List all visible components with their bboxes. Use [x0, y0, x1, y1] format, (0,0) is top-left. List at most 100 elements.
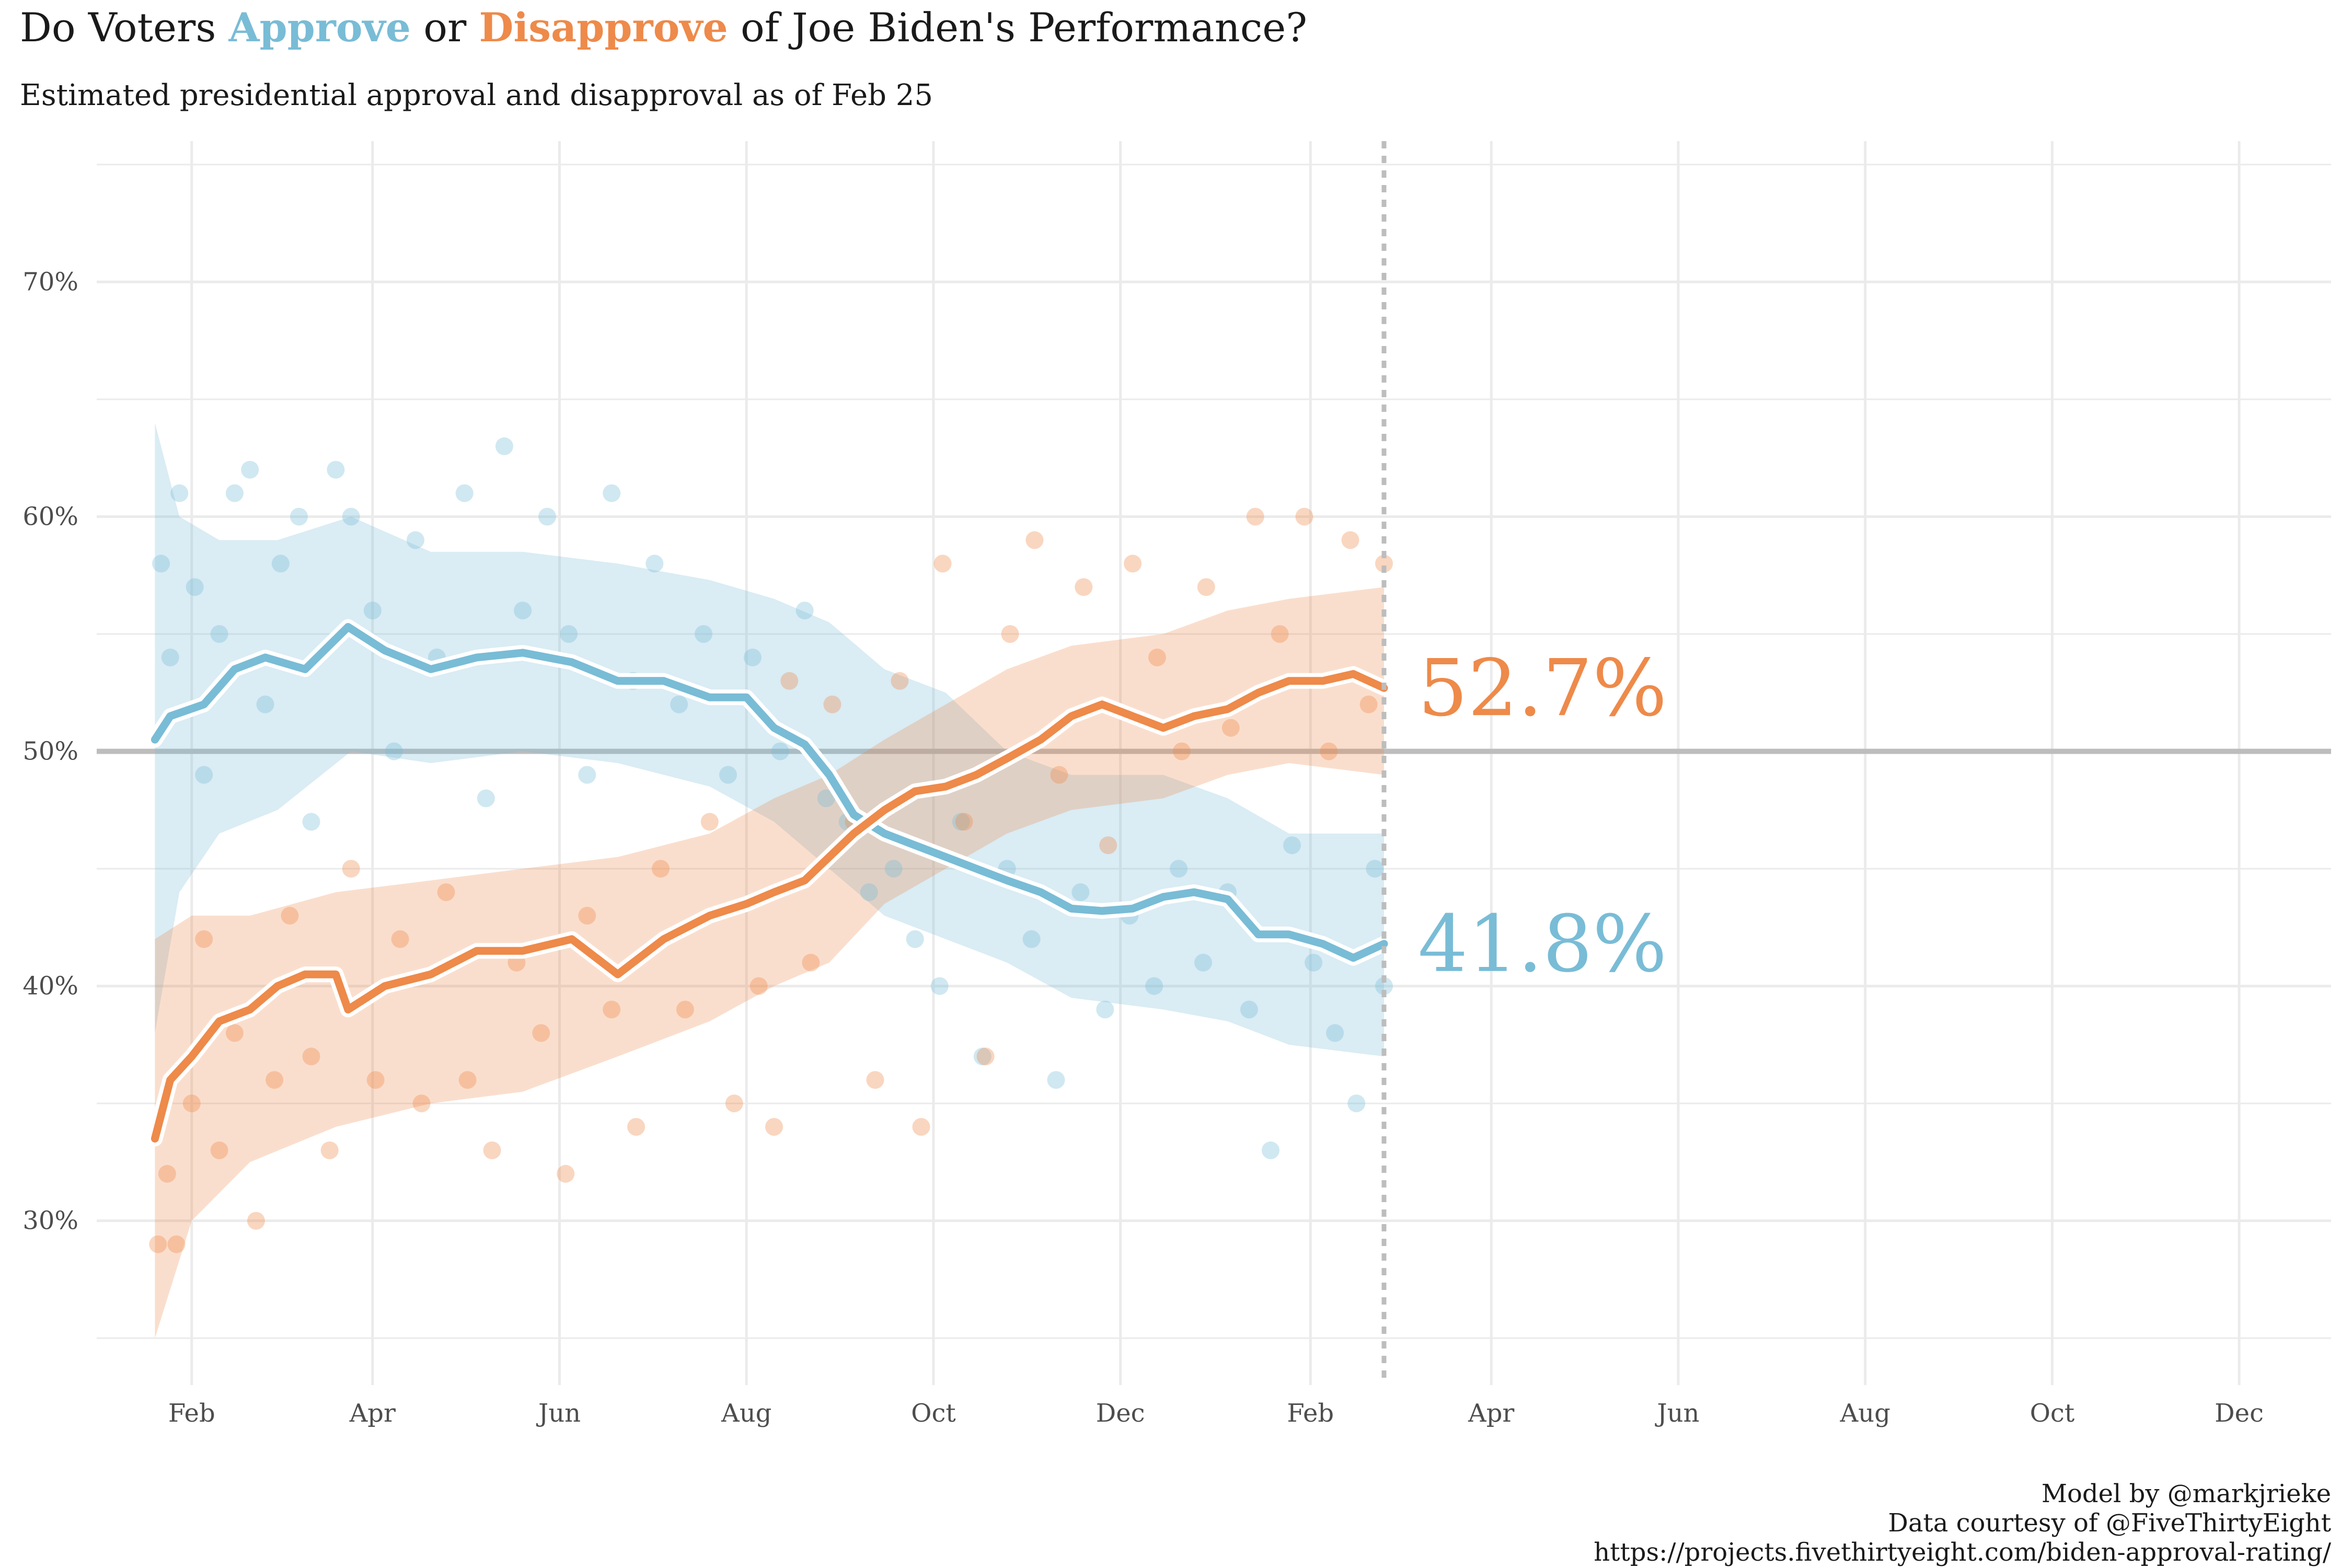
approve-poll-point [973, 1047, 991, 1066]
end-labels: 41.8% 52.7% [1418, 643, 1667, 989]
disapprove-poll-point [725, 1094, 743, 1113]
approve-poll-point [241, 460, 259, 479]
approve-poll-point [670, 695, 688, 713]
disapprove-end-label: 52.7% [1418, 643, 1667, 734]
approve-poll-point [719, 766, 737, 784]
disapprove-poll-point [603, 1000, 621, 1019]
disapprove-poll-point [182, 1094, 201, 1113]
approve-poll-point [152, 555, 170, 573]
disapprove-poll-point [1050, 766, 1068, 784]
approve-poll-point [455, 484, 474, 502]
approval-chart: 30% 40% 50% 60% 70% Feb Apr Jun Aug Oct Dec Feb Apr J… [22, 141, 2331, 1428]
disapprove-poll-point [823, 695, 841, 713]
disapprove-poll-point [1025, 531, 1044, 549]
approve-poll-point [1305, 953, 1323, 972]
disapprove-poll-point [412, 1094, 431, 1113]
disapprove-poll-point [266, 1071, 284, 1089]
axis-labels: 30% 40% 50% 60% 70% Feb Apr Jun Aug Oct Dec Feb Apr J… [22, 267, 2264, 1428]
disapprove-poll-point [652, 860, 670, 878]
x-tick-label: Jun [536, 1399, 581, 1428]
disapprove-poll-point [149, 1235, 167, 1253]
disapprove-poll-point [557, 1165, 575, 1183]
approve-poll-point [695, 625, 713, 643]
disapprove-poll-point [627, 1118, 645, 1136]
approve-poll-point [1145, 977, 1163, 995]
approve-poll-point [884, 860, 903, 878]
x-tick-label: Apr [1468, 1399, 1514, 1428]
disapprove-poll-point [1375, 555, 1393, 573]
disapprove-poll-point [912, 1118, 930, 1136]
title-disapprove-word: Disapprove [479, 4, 728, 51]
poll-points [149, 437, 1393, 1253]
approve-poll-point [538, 508, 556, 526]
minor-grid [97, 164, 2331, 1339]
disapprove-poll-point [437, 883, 455, 901]
approve-poll-point [906, 930, 924, 948]
disapprove-poll-point [780, 672, 799, 690]
approve-poll-point [817, 789, 835, 808]
approve-poll-point [406, 531, 424, 549]
approve-poll-point [342, 508, 360, 526]
disapprove-poll-point [1075, 578, 1093, 596]
disapprove-poll-point [158, 1165, 176, 1183]
approve-poll-point [495, 437, 513, 455]
approve-poll-point [771, 742, 789, 760]
y-tick-label: 70% [22, 267, 78, 296]
x-tick-label: Feb [1287, 1399, 1334, 1428]
approve-poll-point [1366, 860, 1384, 878]
approve-poll-point [1047, 1071, 1065, 1089]
disapprove-poll-point [578, 906, 596, 925]
interval-bands [155, 422, 1385, 1339]
disapprove-poll-point [302, 1047, 320, 1066]
approve-poll-point [514, 602, 532, 620]
x-tick-label: Feb [168, 1399, 215, 1428]
caption-data: Data courtesy of @FiveThirtyEight [1888, 1508, 2331, 1538]
disapprove-poll-point [391, 930, 409, 948]
x-tick-label: Apr [349, 1399, 396, 1428]
approve-poll-point [170, 484, 189, 502]
approve-poll-point [1096, 1000, 1114, 1019]
chart-title: Do Voters Approve or Disapprove of Joe B… [20, 4, 1307, 51]
approve-interval-band [155, 422, 1385, 1057]
disapprove-poll-point [167, 1235, 186, 1253]
approve-poll-point [743, 648, 762, 666]
approve-poll-point [645, 555, 664, 573]
disapprove-poll-point [933, 555, 952, 573]
disapprove-poll-point [1221, 719, 1240, 737]
approve-poll-point [1022, 930, 1041, 948]
approve-poll-point [1240, 1000, 1258, 1019]
approve-poll-point [952, 813, 970, 831]
approve-poll-point [1262, 1141, 1279, 1159]
disapprove-poll-point [700, 813, 719, 831]
disapprove-poll-point [802, 953, 820, 972]
disapprove-poll-point [866, 1071, 884, 1089]
y-tick-label: 60% [22, 502, 78, 531]
disapprove-poll-point [320, 1141, 339, 1159]
chart-subtitle: Estimated presidential approval and disa… [20, 78, 933, 112]
y-tick-label: 30% [22, 1206, 78, 1236]
approve-poll-point [256, 695, 274, 713]
title-approve-word: Approve [228, 4, 411, 51]
disapprove-poll-point [1246, 508, 1264, 526]
disapprove-poll-point [195, 930, 213, 948]
y-tick-label: 40% [22, 972, 78, 1001]
title-middle: or [411, 4, 479, 51]
disapprove-poll-point [1359, 695, 1378, 713]
approve-poll-point [1347, 1094, 1366, 1113]
disapprove-poll-point [1320, 742, 1338, 760]
x-tick-label: Aug [1839, 1399, 1890, 1428]
approve-poll-point [1375, 977, 1393, 995]
disapprove-interval-band [155, 587, 1385, 1339]
approve-poll-point [578, 766, 596, 784]
disapprove-poll-point [225, 1024, 244, 1042]
disapprove-poll-point [955, 813, 973, 831]
approve-poll-point [271, 555, 290, 573]
caption-model: Model by @markjrieke [2041, 1479, 2331, 1508]
disapprove-poll-point [1124, 555, 1142, 573]
disapprove-poll-point [891, 672, 909, 690]
caption-url: https://projects.fivethirtyeight.com/bid… [1594, 1538, 2331, 1567]
approve-poll-point [195, 766, 213, 784]
approve-poll-point [210, 625, 228, 643]
approve-poll-point [302, 813, 320, 831]
approve-poll-point [225, 484, 244, 502]
